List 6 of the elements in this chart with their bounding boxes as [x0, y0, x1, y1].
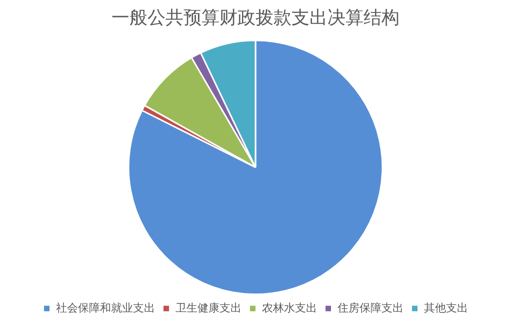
chart-title: 一般公共预算财政拨款支出决算结构: [112, 7, 400, 28]
legend-label: 卫生健康支出: [175, 301, 242, 314]
legend-label: 社会保障和就业支出: [56, 301, 155, 314]
legend-label: 农林水支出: [262, 301, 317, 314]
legend-label: 住房保障支出: [337, 301, 404, 314]
legend-label: 其他支出: [424, 301, 468, 314]
